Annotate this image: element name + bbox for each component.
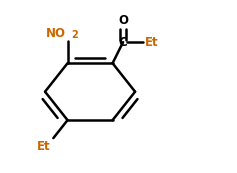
Text: Et: Et: [145, 36, 159, 49]
Text: Et: Et: [37, 139, 51, 153]
Text: O: O: [118, 14, 128, 27]
Text: NO: NO: [46, 27, 66, 40]
Text: 2: 2: [71, 30, 78, 40]
Text: C: C: [119, 36, 128, 49]
